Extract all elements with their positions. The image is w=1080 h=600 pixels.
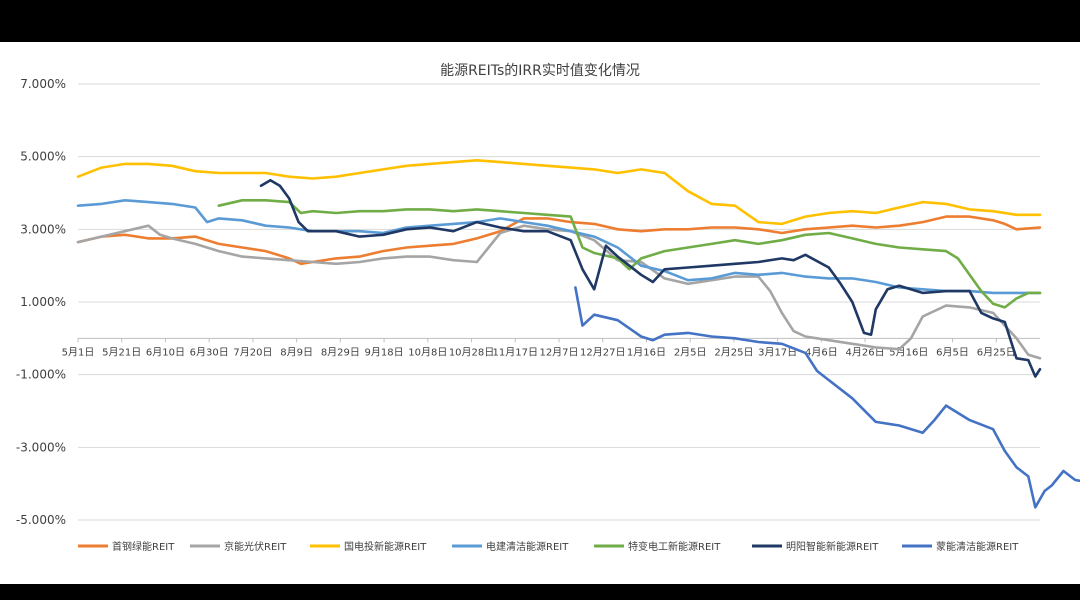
x-tick-label: 6月25日 <box>977 346 1016 358</box>
x-tick-label: 4月26日 <box>846 346 885 358</box>
x-tick-label: 2月5日 <box>674 346 707 358</box>
legend-label-6: 明阳智能新能源REIT <box>786 540 879 553</box>
x-tick-label: 2月25日 <box>714 346 753 358</box>
x-tick-label: 11月17日 <box>493 346 538 358</box>
series-layer <box>76 159 1080 509</box>
x-tick-label: 9月18日 <box>365 346 404 358</box>
legend: 首钢绿能REIT 京能光伏REIT 国电投新能源REIT 电建清洁能源REIT 特变电工… <box>78 540 1019 553</box>
x-tick-label: 7月20日 <box>233 346 272 358</box>
x-tick-label: 6月5日 <box>936 346 969 358</box>
x-tick-label: 12月7日 <box>539 346 578 358</box>
y-tick-labels: 7.000% 5.000% 3.000% 1.000% -1.000% -3.000% -5… <box>16 77 66 527</box>
x-tick-label: 8月29日 <box>321 346 360 358</box>
series-line-6 <box>259 179 1042 378</box>
y-tick-label: 7.000% <box>20 77 66 91</box>
x-tick-label: 3月17日 <box>758 346 797 358</box>
legend-label-5: 特变电工新能源REIT <box>628 540 721 553</box>
x-tick-label: 5月21日 <box>102 346 141 358</box>
y-tick-label: 1.000% <box>20 295 66 309</box>
irr-line-chart: 能源REITs的IRR实时值变化情况 7.000% 5.000% 3.000% 1.0… <box>16 63 1080 553</box>
x-tick-label: 1月16日 <box>627 346 666 358</box>
legend-label-1: 首钢绿能REIT <box>112 540 175 553</box>
series-line-4 <box>76 199 1042 295</box>
legend-label-7: 蒙能清洁能源REIT <box>936 540 1019 553</box>
chart-frame: 能源REITs的IRR实时值变化情况 7.000% 5.000% 3.000% 1.0… <box>0 42 1080 584</box>
legend-label-2: 京能光伏REIT <box>224 540 287 553</box>
legend-label-4: 电建清洁能源REIT <box>486 540 569 553</box>
series-line-3 <box>76 159 1042 226</box>
series-line-7 <box>574 286 1080 509</box>
y-tick-label: -5.000% <box>16 513 66 527</box>
x-tick-label: 10月8日 <box>408 346 447 358</box>
x-tick-label: 12月27日 <box>580 346 625 358</box>
y-tick-label: 3.000% <box>20 222 66 236</box>
series-line-5 <box>217 199 1042 309</box>
series-line-2 <box>76 224 1042 360</box>
x-tick-label: 6月10日 <box>146 346 185 358</box>
x-tick-label: 4月6日 <box>805 346 838 358</box>
x-tick-label: 10月28日 <box>449 346 494 358</box>
legend-label-3: 国电投新能源REIT <box>344 540 427 553</box>
x-tick-label: 5月1日 <box>62 346 95 358</box>
y-tick-label: -3.000% <box>16 440 66 454</box>
x-tick-labels: 5月1日 5月21日 6月10日 6月30日 7月20日 8月9日 8月29日 9月18日 10… <box>62 346 1016 358</box>
series-line-1 <box>76 215 1042 266</box>
y-tick-label: 5.000% <box>20 150 66 164</box>
x-tick-label: 8月9日 <box>280 346 313 358</box>
chart-title: 能源REITs的IRR实时值变化情况 <box>440 63 640 79</box>
grid-layer <box>77 83 1040 521</box>
y-tick-label: -1.000% <box>16 368 66 382</box>
x-tick-label: 6月30日 <box>190 346 229 358</box>
